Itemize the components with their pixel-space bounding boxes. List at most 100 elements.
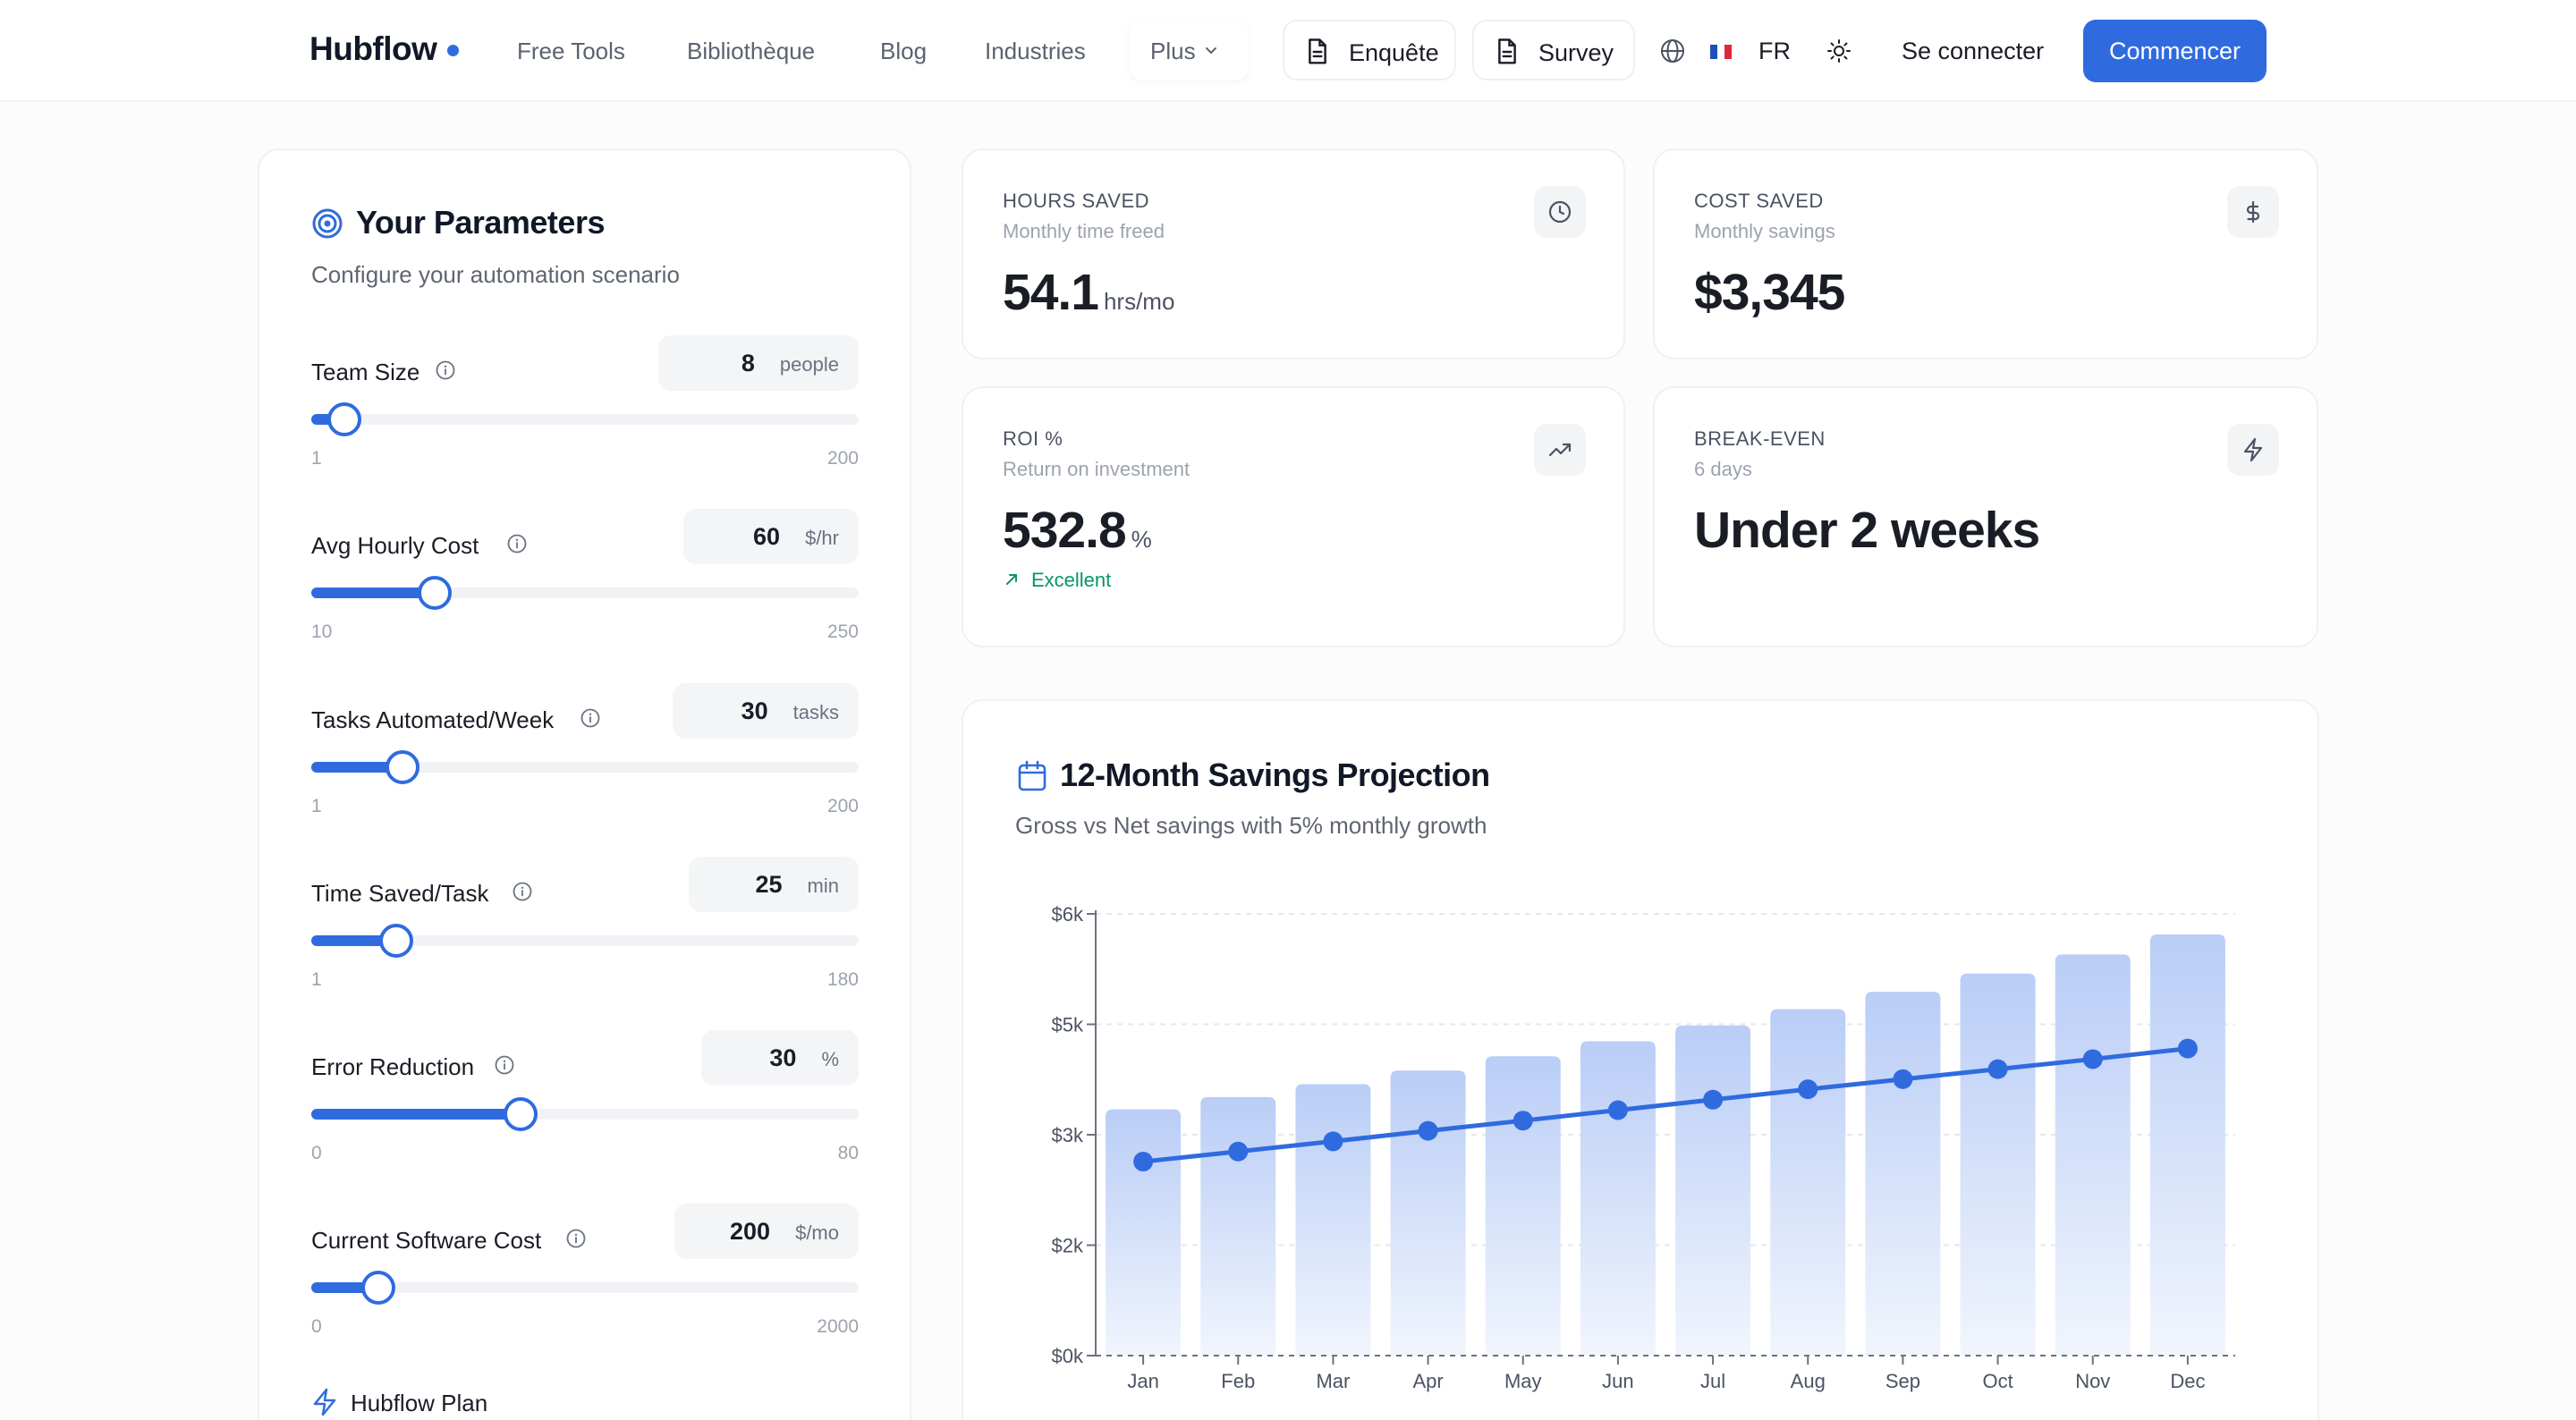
param-slider-thumb[interactable] — [378, 924, 413, 958]
net-point — [1893, 1069, 1913, 1089]
x-tick-label: Jul — [1700, 1370, 1725, 1392]
param-min: 1 — [311, 969, 322, 990]
param-max: 180 — [826, 969, 859, 990]
chevron-down-icon — [1206, 47, 1216, 54]
param-label: Current Software Cost — [311, 1227, 542, 1254]
break-even-card: BREAK-EVEN 6 days Under 2 weeks — [1653, 386, 2318, 647]
break-even-subtitle: 6 days — [1694, 458, 1752, 480]
globe-icon[interactable] — [1659, 38, 1686, 64]
param-unit: min — [807, 875, 839, 897]
net-line — [1142, 1046, 2189, 1164]
param-value-box[interactable]: 8 people — [658, 335, 859, 391]
clock-icon-box — [1534, 186, 1586, 238]
break-even-title: BREAK-EVEN — [1694, 427, 1826, 450]
param-slider-track[interactable] — [311, 1097, 859, 1131]
enquete-label: Enquête — [1349, 39, 1439, 66]
lightning-icon — [313, 1388, 336, 1416]
param-label: Error Reduction — [311, 1053, 475, 1080]
sun-icon[interactable] — [1826, 38, 1852, 64]
roi-subtitle: Return on investment — [1003, 458, 1191, 480]
param-slider-track[interactable] — [311, 576, 859, 610]
bar-gross — [2055, 954, 2131, 1356]
param-value-input[interactable]: 200 — [730, 1218, 771, 1245]
info-icon[interactable] — [435, 359, 456, 381]
param-value-input[interactable]: 60 — [753, 523, 781, 550]
net-point — [1418, 1120, 1438, 1141]
chart-subtitle: Gross vs Net savings with 5% monthly gro… — [1015, 812, 1487, 839]
info-icon[interactable] — [506, 533, 528, 554]
logo-dot — [447, 45, 459, 56]
param-min: 1 — [311, 448, 322, 469]
hours-saved-number: 54.1 — [1003, 264, 1099, 321]
param-slider-track[interactable] — [311, 1271, 859, 1305]
param-max: 2000 — [817, 1316, 859, 1337]
param-slider-thumb[interactable] — [503, 1097, 538, 1131]
param-label: Time Saved/Task — [311, 880, 489, 907]
x-tick-label: Mar — [1316, 1370, 1350, 1392]
net-point — [1987, 1059, 2008, 1079]
hours-saved-value: 54.1 hrs/mo — [1003, 263, 1174, 322]
trending-up-icon — [1548, 443, 1572, 457]
bar-gross — [1485, 1056, 1561, 1356]
enquete-button[interactable]: Enquête — [1283, 20, 1456, 80]
param-max: 200 — [826, 448, 859, 469]
net-point — [1513, 1111, 1533, 1131]
nav-link-bibliotheque[interactable]: Bibliothèque — [687, 38, 816, 64]
plus-dropdown[interactable]: Plus — [1129, 20, 1249, 80]
info-icon[interactable] — [512, 881, 533, 902]
x-tick-label: Nov — [2075, 1370, 2110, 1392]
param-3: Time Saved/Task 25 min 1 180 — [311, 857, 859, 1009]
survey-button[interactable]: Survey — [1472, 20, 1635, 80]
param-value-box[interactable]: 25 min — [689, 857, 859, 912]
param-slider-track[interactable] — [311, 402, 859, 436]
cost-saved-title: COST SAVED — [1694, 190, 1824, 212]
bar-gross — [1960, 973, 2036, 1356]
param-4: Error Reduction 30% 0 80 — [311, 1030, 859, 1182]
param-slider-thumb[interactable] — [326, 402, 361, 436]
param-value-input[interactable]: 30 — [741, 697, 768, 724]
lightning-icon-box — [2227, 424, 2279, 476]
roi-unit: % — [1131, 526, 1152, 553]
logo[interactable]: Hubflow — [309, 30, 437, 67]
login-link[interactable]: Se connecter — [1902, 38, 2045, 64]
param-slider-track[interactable] — [311, 924, 859, 958]
param-slider-thumb[interactable] — [417, 576, 452, 610]
info-icon[interactable] — [580, 707, 601, 729]
param-slider-track[interactable] — [311, 750, 859, 784]
param-value-box[interactable]: 30% — [701, 1030, 859, 1086]
param-slider-thumb[interactable] — [386, 750, 420, 784]
get-started-button[interactable]: Commencer — [2083, 20, 2267, 82]
nav-link-industries[interactable]: Industries — [985, 38, 1086, 64]
parameters-card: Your Parameters Configure your automatio… — [258, 148, 911, 1420]
nav-link-blog[interactable]: Blog — [880, 38, 928, 64]
bar-gross — [1675, 1025, 1751, 1356]
savings-projection-card: 12-Month Savings Projection Gross vs Net… — [962, 699, 2319, 1420]
param-value-box[interactable]: 60 $/hr — [683, 509, 859, 564]
nav-link-free-tools[interactable]: Free Tools — [517, 38, 625, 64]
y-tick-label: $3k — [1052, 1124, 1084, 1146]
hours-saved-title: HOURS SAVED — [1003, 190, 1150, 212]
param-slider-fill — [311, 935, 396, 946]
param-value-box[interactable]: 30 tasks — [673, 683, 859, 739]
info-icon[interactable] — [494, 1054, 515, 1076]
x-tick-label: Aug — [1791, 1370, 1826, 1392]
param-slider-thumb[interactable] — [360, 1271, 395, 1305]
clock-icon — [1548, 200, 1572, 224]
net-point — [1703, 1089, 1724, 1110]
roi-number: 532.8 — [1003, 502, 1127, 559]
document-icon — [1309, 38, 1326, 64]
language-selector[interactable]: FR — [1758, 38, 1791, 64]
param-value-input[interactable]: 25 — [755, 871, 783, 898]
param-0: Team Size 8 people 1 200 — [311, 335, 859, 487]
param-unit: tasks — [792, 701, 839, 723]
dollar-icon — [2246, 200, 2260, 224]
param-value-box[interactable]: 200 $/mo — [674, 1204, 859, 1259]
param-value-input[interactable]: 8 — [741, 350, 755, 376]
roi-badge: Excellent — [1031, 569, 1112, 591]
info-icon[interactable] — [565, 1228, 587, 1249]
trending-up-icon-box — [1534, 424, 1586, 476]
bar-gross — [1390, 1070, 1466, 1356]
param-value-input[interactable]: 30 — [769, 1044, 797, 1071]
param-5: Current Software Cost 200 $/mo 0 2000 — [311, 1204, 859, 1356]
param-min: 0 — [311, 1316, 322, 1337]
